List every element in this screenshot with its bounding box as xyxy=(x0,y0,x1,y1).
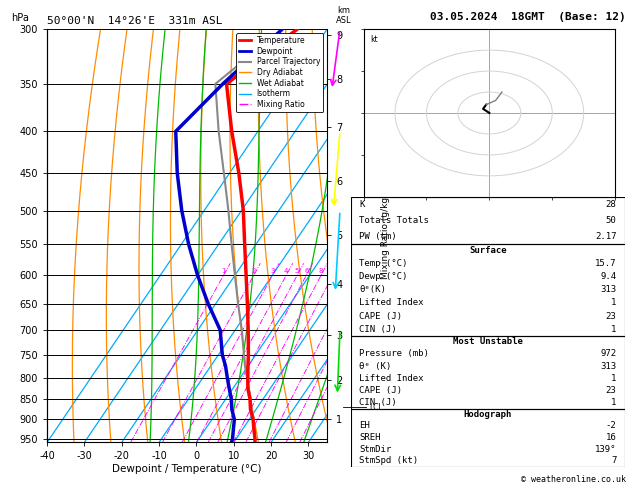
Text: 28: 28 xyxy=(606,200,616,209)
Text: 3: 3 xyxy=(270,268,275,274)
Text: 1: 1 xyxy=(221,268,226,274)
Text: 15.7: 15.7 xyxy=(595,259,616,268)
Text: Pressure (mb): Pressure (mb) xyxy=(359,349,429,359)
X-axis label: Dewpoint / Temperature (°C): Dewpoint / Temperature (°C) xyxy=(113,464,262,474)
Legend: Temperature, Dewpoint, Parcel Trajectory, Dry Adiabat, Wet Adiabat, Isotherm, Mi: Temperature, Dewpoint, Parcel Trajectory… xyxy=(236,33,323,112)
Text: Most Unstable: Most Unstable xyxy=(453,337,523,347)
Text: 23: 23 xyxy=(606,386,616,395)
Text: θᵉ(K): θᵉ(K) xyxy=(359,285,386,295)
Text: CIN (J): CIN (J) xyxy=(359,398,397,407)
Text: kt: kt xyxy=(370,35,377,44)
Text: Totals Totals: Totals Totals xyxy=(359,216,429,225)
Text: 139°: 139° xyxy=(595,445,616,453)
Text: CIN (J): CIN (J) xyxy=(359,325,397,334)
Text: SREH: SREH xyxy=(359,433,381,442)
Text: EH: EH xyxy=(359,421,370,431)
Text: Surface: Surface xyxy=(469,246,506,255)
Text: 7: 7 xyxy=(611,456,616,465)
Text: CAPE (J): CAPE (J) xyxy=(359,312,402,321)
Text: LCL: LCL xyxy=(369,403,383,412)
Text: 9.4: 9.4 xyxy=(600,272,616,281)
Text: 6: 6 xyxy=(304,268,309,274)
Text: 16: 16 xyxy=(606,433,616,442)
Bar xyxy=(351,336,625,409)
Text: 1: 1 xyxy=(611,298,616,308)
Text: StmSpd (kt): StmSpd (kt) xyxy=(359,456,418,465)
Text: θᵉ (K): θᵉ (K) xyxy=(359,362,391,371)
Text: 50: 50 xyxy=(606,216,616,225)
Text: 1: 1 xyxy=(611,374,616,382)
Text: 4: 4 xyxy=(284,268,288,274)
Text: StmDir: StmDir xyxy=(359,445,391,453)
Text: Dewp (°C): Dewp (°C) xyxy=(359,272,408,281)
Text: 1: 1 xyxy=(611,325,616,334)
Text: 50°00'N  14°26'E  331m ASL: 50°00'N 14°26'E 331m ASL xyxy=(47,16,223,26)
Text: 23: 23 xyxy=(606,312,616,321)
Text: Lifted Index: Lifted Index xyxy=(359,298,424,308)
Text: 313: 313 xyxy=(600,362,616,371)
Bar xyxy=(351,244,625,336)
Bar xyxy=(351,409,625,467)
Text: Temp (°C): Temp (°C) xyxy=(359,259,408,268)
Text: 1: 1 xyxy=(611,398,616,407)
Text: CAPE (J): CAPE (J) xyxy=(359,386,402,395)
Text: km
ASL: km ASL xyxy=(336,6,352,25)
Text: Hodograph: Hodograph xyxy=(464,410,512,419)
Text: 972: 972 xyxy=(600,349,616,359)
Text: hPa: hPa xyxy=(11,13,29,23)
Y-axis label: Mixing Ratio (g/kg): Mixing Ratio (g/kg) xyxy=(381,193,390,278)
Text: PW (cm): PW (cm) xyxy=(359,232,397,241)
Text: K: K xyxy=(359,200,365,209)
Text: -2: -2 xyxy=(606,421,616,431)
Text: 313: 313 xyxy=(600,285,616,295)
Bar xyxy=(351,197,625,244)
Text: Lifted Index: Lifted Index xyxy=(359,374,424,382)
Text: 8: 8 xyxy=(319,268,323,274)
Text: 5: 5 xyxy=(295,268,299,274)
Text: 2.17: 2.17 xyxy=(595,232,616,241)
Text: 2: 2 xyxy=(252,268,256,274)
Text: © weatheronline.co.uk: © weatheronline.co.uk xyxy=(521,474,626,484)
Text: 03.05.2024  18GMT  (Base: 12): 03.05.2024 18GMT (Base: 12) xyxy=(430,12,626,22)
